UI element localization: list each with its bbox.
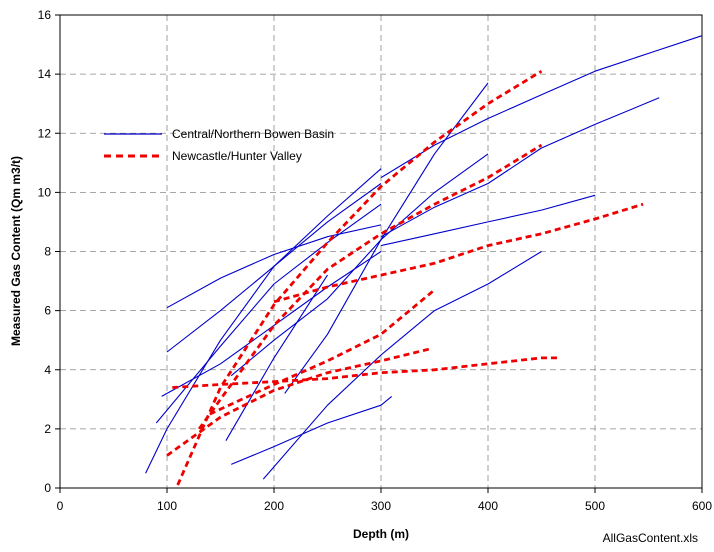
bowen-series-line-8: [155, 203, 382, 424]
newcastle-series-line-14: [197, 143, 543, 430]
y-tick-label: 2: [44, 422, 51, 436]
source-file-note: AllGasContent.xls: [603, 531, 698, 545]
bowen-series-line-4: [230, 395, 393, 465]
bowen-series-line-11: [230, 153, 489, 377]
x-tick-label: 500: [585, 499, 605, 513]
x-tick-label: 300: [371, 499, 391, 513]
series-layer: [145, 35, 703, 486]
y-tick-label: 8: [44, 245, 51, 259]
bowen-series-line-9: [161, 251, 382, 397]
y-tick-label: 16: [38, 8, 52, 22]
bowen-series-line-5: [166, 224, 382, 309]
x-tick-label: 0: [57, 499, 64, 513]
grid-layer: [60, 15, 702, 488]
x-tick-label: 600: [692, 499, 712, 513]
x-axis-title: Depth (m): [353, 527, 409, 541]
y-tick-label: 4: [44, 363, 51, 377]
legend-label-newcastle: Newcastle/Hunter Valley: [172, 149, 302, 163]
y-axis-ticks: 0 2 4 6 8 10 12 14 16: [38, 8, 60, 495]
y-tick-label: 10: [38, 185, 52, 199]
y-tick-label: 12: [38, 126, 52, 140]
legend-label-bowen: Central/Northern Bowen Basin: [172, 127, 334, 141]
newcastle-series-line-16: [209, 288, 436, 416]
newcastle-series-line-13: [176, 70, 543, 486]
y-tick-label: 14: [38, 67, 52, 81]
bowen-series-line-2: [380, 194, 596, 247]
bowen-series-line-10: [225, 274, 328, 441]
y-axis-title: Measured Gas Content (Qm m3/t): [9, 156, 23, 346]
y-tick-label: 0: [44, 481, 51, 495]
x-tick-label: 200: [264, 499, 284, 513]
bowen-series-line-1: [380, 35, 703, 179]
y-tick-label: 6: [44, 304, 51, 318]
bowen-series-line-0: [380, 97, 660, 238]
x-tick-label: 400: [478, 499, 498, 513]
newcastle-series-line-18: [172, 356, 558, 389]
x-tick-label: 100: [157, 499, 177, 513]
bowen-series-line-3: [262, 251, 542, 480]
bowen-series-line-7: [145, 168, 382, 474]
legend: Central/Northern Bowen Basin Newcastle/H…: [104, 127, 334, 163]
newcastle-series-line-17: [166, 347, 430, 457]
x-axis-ticks: 0 100 200 300 400 500 600: [57, 488, 712, 513]
newcastle-series-line-15: [273, 202, 644, 304]
